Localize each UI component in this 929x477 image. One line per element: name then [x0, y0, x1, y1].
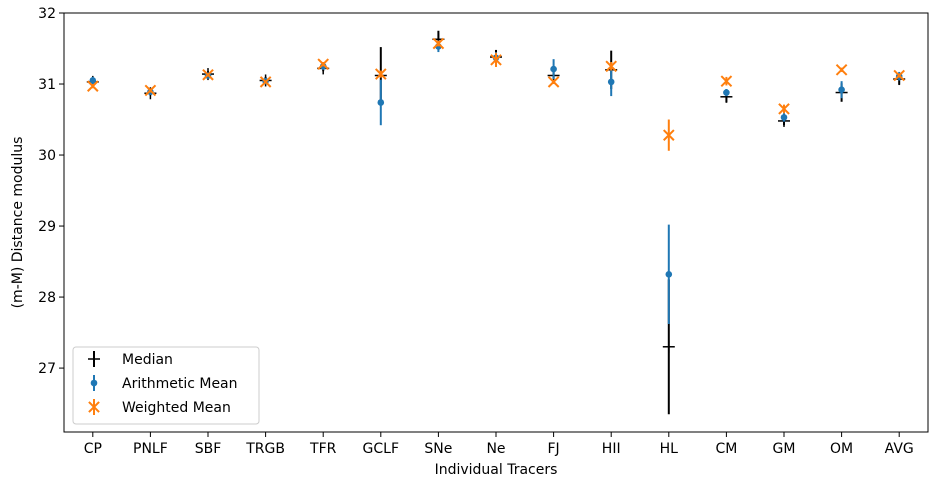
arithmetic-mean-marker [723, 89, 730, 96]
legend-label: Weighted Mean [122, 400, 231, 416]
arithmetic-mean-marker [838, 86, 845, 93]
weighted-mean-marker [720, 75, 733, 87]
weighted-mean-marker [490, 54, 502, 66]
x-tick-label: HII [602, 441, 621, 457]
legend: Median Arithmetic Mean Weighted Mean [72, 346, 260, 425]
x-axis-label: Individual Tracers [435, 462, 558, 477]
legend-label: Median [122, 352, 173, 368]
x-tick-label: HL [660, 441, 679, 457]
arithmetic-mean-marker [665, 271, 673, 278]
y-axis-label: (m-M) Distance modulus [10, 137, 26, 309]
x-tick-label: TRGB [245, 441, 285, 457]
y-tick-label: 31 [38, 77, 56, 93]
y-axis: 27 28 29 30 31 32 [38, 6, 64, 377]
x-tick-label: TFR [309, 441, 337, 457]
x-tick-label: AVG [885, 441, 914, 457]
x-tick-label: PNLF [133, 441, 168, 457]
weighted-mean-marker [432, 37, 445, 50]
y-tick-label: 28 [38, 290, 56, 306]
weighted-mean-marker [317, 58, 330, 70]
y-tick-label: 32 [38, 6, 56, 22]
weighted-mean-marker [144, 84, 157, 97]
x-tick-label: GM [773, 441, 796, 457]
x-tick-label: SBF [195, 441, 222, 457]
arithmetic-mean-marker [89, 77, 97, 84]
x-tick-label: CM [715, 441, 737, 457]
weighted-mean-marker [374, 68, 387, 80]
plot-marks [86, 30, 906, 415]
weighted-mean-marker [662, 129, 675, 141]
arithmetic-mean-marker [90, 379, 98, 387]
y-tick-label: 27 [38, 361, 56, 377]
weighted-mean-marker [259, 76, 272, 88]
x-tick-label: SNe [424, 441, 452, 457]
weighted-mean-marker [88, 401, 100, 413]
weighted-mean-marker [835, 64, 848, 76]
arithmetic-mean-marker [550, 65, 557, 73]
x-tick-label: OM [830, 441, 853, 457]
weighted-mean-marker [605, 60, 618, 73]
x-axis: CP PNLF SBF TRGB TFR GCLF SNe Ne FJ HII HL CM GM OM AV… [84, 432, 914, 457]
weighted-mean-marker [86, 80, 99, 92]
x-tick-label: GCLF [363, 441, 399, 457]
series-x [86, 37, 906, 151]
legend-label: Arithmetic Mean [122, 376, 238, 392]
arithmetic-mean-marker [780, 114, 788, 121]
weighted-mean-marker [778, 103, 790, 115]
arithmetic-mean-marker [377, 99, 385, 106]
x-tick-label: Ne [486, 441, 505, 457]
weighted-mean-marker [547, 76, 560, 88]
arithmetic-mean-marker [607, 78, 615, 86]
y-tick-label: 30 [38, 148, 56, 164]
x-tick-label: CP [84, 441, 102, 457]
y-tick-label: 29 [38, 219, 56, 235]
weighted-mean-marker [893, 69, 906, 82]
x-tick-label: FJ [548, 441, 560, 457]
weighted-mean-marker [202, 68, 214, 81]
legend-frame [72, 346, 260, 425]
